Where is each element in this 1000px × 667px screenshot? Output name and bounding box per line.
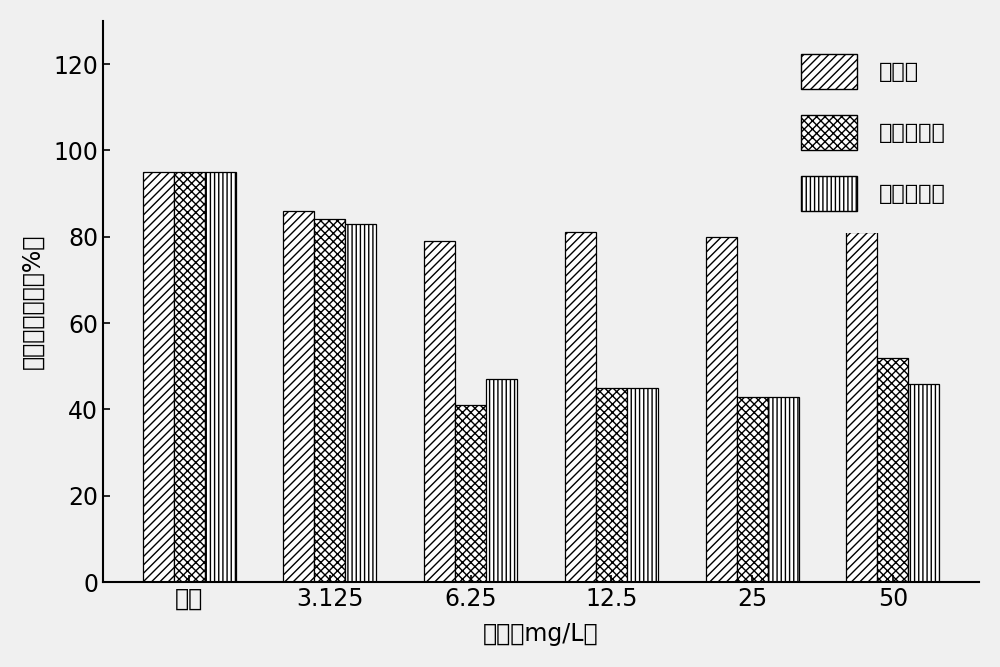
- Bar: [596, 388, 627, 582]
- Bar: [846, 232, 877, 582]
- Bar: [486, 380, 517, 582]
- Bar: [174, 172, 205, 582]
- Bar: [424, 241, 455, 582]
- X-axis label: 浓度（mg/L）: 浓度（mg/L）: [483, 622, 599, 646]
- Bar: [314, 219, 345, 582]
- Bar: [706, 237, 737, 582]
- Bar: [283, 211, 314, 582]
- Bar: [143, 172, 174, 582]
- Bar: [455, 405, 486, 582]
- Bar: [908, 384, 939, 582]
- Bar: [877, 358, 908, 582]
- Legend: 纳米金, 商购纳米銀, 商购硒酸銀: 纳米金, 商购纳米銀, 商购硒酸銀: [779, 32, 968, 233]
- Bar: [627, 388, 658, 582]
- Y-axis label: 细胞相对活力（%）: 细胞相对活力（%）: [21, 234, 45, 370]
- Bar: [768, 396, 799, 582]
- Bar: [345, 224, 376, 582]
- Bar: [737, 396, 768, 582]
- Bar: [205, 172, 236, 582]
- Bar: [565, 232, 596, 582]
